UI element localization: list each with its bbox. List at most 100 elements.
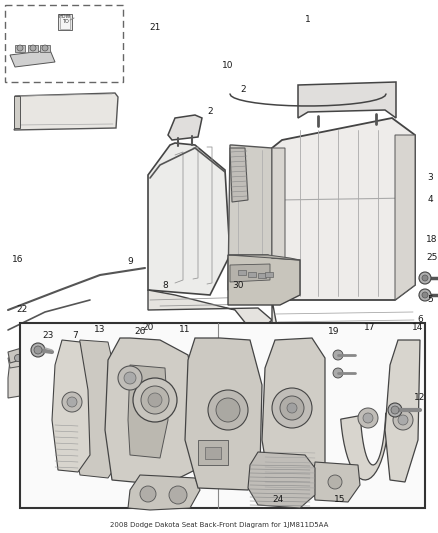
Circle shape <box>67 397 77 407</box>
Text: 2: 2 <box>207 108 213 117</box>
Circle shape <box>358 408 378 428</box>
Polygon shape <box>148 143 230 295</box>
Text: 12: 12 <box>414 393 426 402</box>
Text: 2: 2 <box>240 85 246 94</box>
Circle shape <box>280 396 304 420</box>
Text: 14: 14 <box>412 324 424 333</box>
Circle shape <box>101 369 109 377</box>
Circle shape <box>157 342 193 378</box>
Bar <box>238 270 246 275</box>
Text: 3: 3 <box>427 174 433 182</box>
Polygon shape <box>10 50 55 67</box>
Circle shape <box>31 343 45 357</box>
Text: 21: 21 <box>149 23 161 33</box>
Polygon shape <box>341 413 389 480</box>
Circle shape <box>148 393 162 407</box>
Text: 11: 11 <box>179 326 191 335</box>
Circle shape <box>165 350 185 370</box>
Polygon shape <box>58 14 72 30</box>
Polygon shape <box>52 340 90 472</box>
Text: 26: 26 <box>134 327 146 336</box>
Polygon shape <box>230 148 248 202</box>
Polygon shape <box>14 93 118 130</box>
Circle shape <box>14 354 21 361</box>
Polygon shape <box>8 350 58 368</box>
Circle shape <box>287 403 297 413</box>
Polygon shape <box>395 135 415 300</box>
Circle shape <box>333 350 343 360</box>
Circle shape <box>391 406 399 414</box>
Circle shape <box>388 403 402 417</box>
Text: 25: 25 <box>426 254 438 262</box>
Polygon shape <box>272 300 420 360</box>
Polygon shape <box>228 255 300 260</box>
Polygon shape <box>40 45 50 52</box>
Text: 9: 9 <box>127 257 133 266</box>
Polygon shape <box>272 118 415 300</box>
Ellipse shape <box>259 357 271 364</box>
Circle shape <box>141 386 169 414</box>
Circle shape <box>333 368 343 378</box>
Circle shape <box>140 486 156 502</box>
Polygon shape <box>185 338 262 490</box>
Polygon shape <box>60 15 70 29</box>
Circle shape <box>17 45 23 51</box>
Polygon shape <box>228 255 300 305</box>
Text: 22: 22 <box>16 305 28 314</box>
Polygon shape <box>8 344 38 363</box>
Text: 6: 6 <box>417 316 423 325</box>
Text: 7: 7 <box>72 330 78 340</box>
Circle shape <box>29 351 36 359</box>
Polygon shape <box>272 356 418 392</box>
Polygon shape <box>72 340 120 478</box>
Polygon shape <box>385 340 420 482</box>
Text: 13: 13 <box>94 326 106 335</box>
Circle shape <box>34 346 42 354</box>
Polygon shape <box>228 145 272 290</box>
Text: 24: 24 <box>272 496 284 505</box>
Text: 19: 19 <box>328 327 340 336</box>
Text: 10: 10 <box>222 61 234 69</box>
Circle shape <box>422 292 428 298</box>
Bar <box>205 447 221 459</box>
Text: 16: 16 <box>12 255 24 264</box>
Polygon shape <box>28 45 38 52</box>
Text: 30: 30 <box>232 280 244 289</box>
Text: 1: 1 <box>305 15 311 25</box>
Polygon shape <box>298 82 396 118</box>
Polygon shape <box>280 356 398 382</box>
Circle shape <box>422 275 428 281</box>
Polygon shape <box>168 115 202 140</box>
Polygon shape <box>105 338 200 485</box>
Circle shape <box>124 372 136 384</box>
Text: 2008 Dodge Dakota Seat Back-Front Diagram for 1JM811D5AA: 2008 Dodge Dakota Seat Back-Front Diagra… <box>110 522 328 528</box>
Text: 23: 23 <box>42 330 54 340</box>
Polygon shape <box>230 264 270 282</box>
Bar <box>20 323 425 508</box>
Circle shape <box>393 410 413 430</box>
Polygon shape <box>313 462 360 502</box>
Circle shape <box>216 398 240 422</box>
Polygon shape <box>262 338 325 490</box>
Circle shape <box>169 486 187 504</box>
Text: 20: 20 <box>142 324 154 333</box>
Circle shape <box>30 45 36 51</box>
Ellipse shape <box>237 346 293 374</box>
Polygon shape <box>148 290 272 335</box>
Circle shape <box>133 378 177 422</box>
Circle shape <box>398 415 408 425</box>
Text: 8: 8 <box>162 280 168 289</box>
Text: HOW
TO: HOW TO <box>59 14 71 25</box>
Polygon shape <box>128 475 200 510</box>
Circle shape <box>118 366 142 390</box>
Bar <box>198 440 228 465</box>
Polygon shape <box>128 365 168 458</box>
Circle shape <box>76 371 84 379</box>
Polygon shape <box>272 148 285 300</box>
Circle shape <box>363 413 373 423</box>
Circle shape <box>26 378 34 386</box>
Circle shape <box>328 475 342 489</box>
Circle shape <box>419 289 431 301</box>
Ellipse shape <box>250 352 280 368</box>
Text: 5: 5 <box>427 295 433 304</box>
